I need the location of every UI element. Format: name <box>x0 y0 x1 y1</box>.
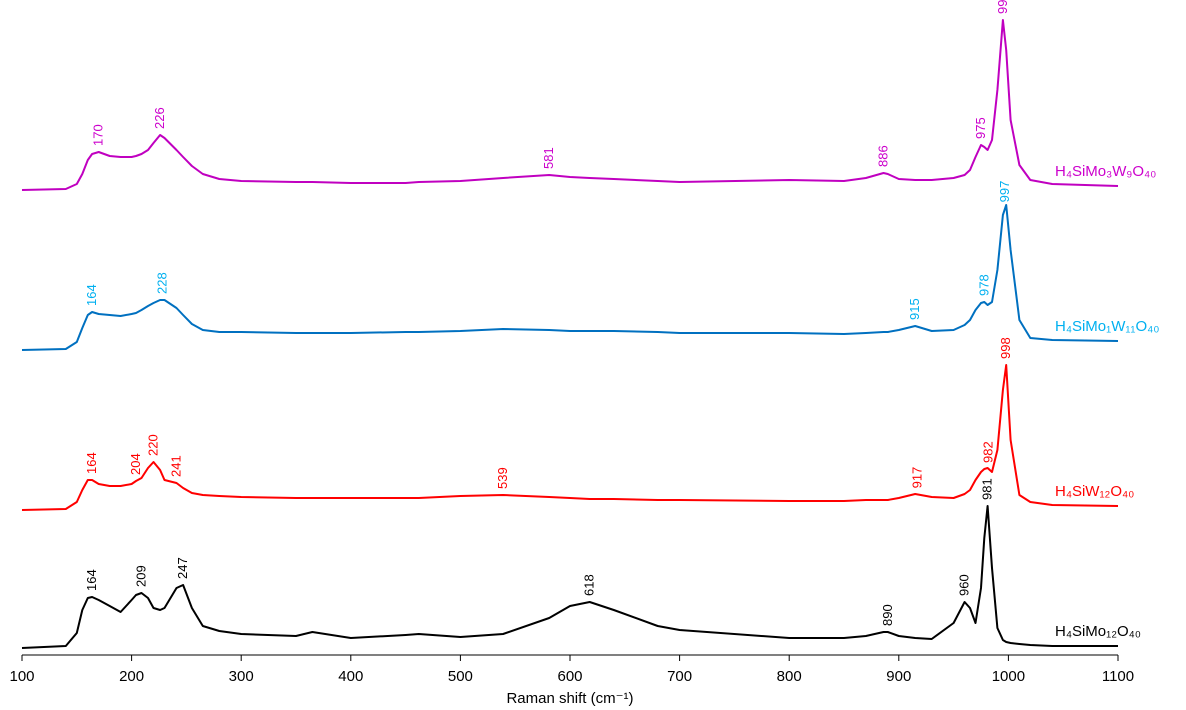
peak-label: 981 <box>980 478 995 500</box>
peak-label: 975 <box>973 117 988 139</box>
peak-label: 995 <box>995 0 1010 14</box>
peak-label: 164 <box>84 284 99 306</box>
spectrum-line <box>21 505 1118 649</box>
peak-label: 226 <box>152 107 167 129</box>
peak-label: 209 <box>133 565 148 587</box>
peak-label: 164 <box>84 452 99 474</box>
x-tick-label: 100 <box>9 668 34 685</box>
x-tick-label: 300 <box>229 668 254 685</box>
peak-label: 960 <box>957 574 972 596</box>
x-tick-label: 200 <box>119 668 144 685</box>
x-tick-label: 600 <box>557 668 582 685</box>
peak-label: 997 <box>997 181 1012 203</box>
peak-label: 241 <box>169 455 184 477</box>
peak-label: 982 <box>981 441 996 463</box>
x-axis-label: Raman shift (cm⁻¹) <box>506 690 633 707</box>
series-label: H₄SiMo₁W₁₁O₄₀ <box>1055 318 1160 335</box>
x-tick-label: 1000 <box>992 668 1025 685</box>
x-tick-label: 800 <box>777 668 802 685</box>
peak-label: 164 <box>84 569 99 591</box>
peak-label: 998 <box>998 337 1013 359</box>
spectrum-line <box>21 364 1119 511</box>
series-label: H₄SiW₁₂O₄₀ <box>1055 483 1134 500</box>
peak-label: 890 <box>880 604 895 626</box>
series-label: H₄SiMo₃W₉O₄₀ <box>1055 163 1156 180</box>
peak-label: 886 <box>875 145 890 167</box>
peak-label: 581 <box>541 147 556 169</box>
peak-label: 618 <box>582 574 597 596</box>
x-tick-label: 900 <box>886 668 911 685</box>
peak-label: 917 <box>909 467 924 489</box>
spectrum-line <box>21 204 1119 351</box>
peak-label: 170 <box>91 124 106 146</box>
peak-label: 204 <box>128 453 143 475</box>
peak-label: 220 <box>146 434 161 456</box>
spectrum-line <box>21 19 1119 191</box>
peak-label: 915 <box>907 298 922 320</box>
x-tick-label: 400 <box>338 668 363 685</box>
peak-label: 978 <box>976 274 991 296</box>
x-tick-label: 1100 <box>1102 668 1134 685</box>
peak-label: 247 <box>175 557 190 579</box>
peak-label: 539 <box>495 467 510 489</box>
series-label: H₄SiMo₁₂O₄₀ <box>1055 623 1141 640</box>
x-tick-label: 500 <box>448 668 473 685</box>
x-tick-label: 700 <box>667 668 692 685</box>
peak-label: 228 <box>154 272 169 294</box>
